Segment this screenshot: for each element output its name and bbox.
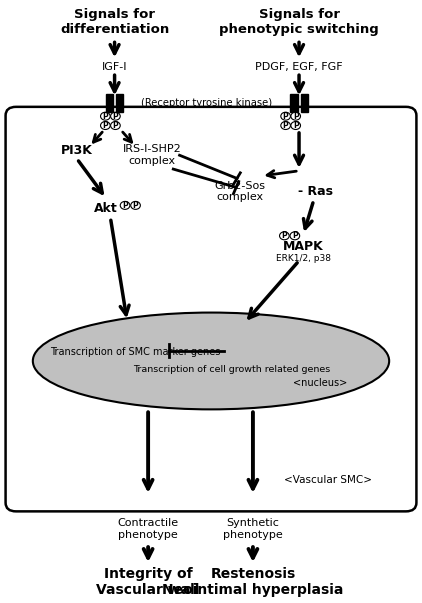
Text: PDGF, EGF, FGF: PDGF, EGF, FGF (255, 62, 343, 72)
Text: P: P (103, 112, 108, 121)
Text: Contractile
phenotype: Contractile phenotype (118, 519, 179, 540)
Circle shape (290, 232, 300, 240)
FancyBboxPatch shape (116, 95, 123, 112)
Text: P: P (281, 232, 287, 241)
Text: Synthetic
phenotype: Synthetic phenotype (223, 519, 283, 540)
Text: Transcription of SMC marker genes: Transcription of SMC marker genes (50, 347, 221, 358)
Text: MAPK: MAPK (283, 241, 324, 253)
Circle shape (111, 122, 120, 130)
Text: ERK1/2, p38: ERK1/2, p38 (276, 254, 331, 264)
Circle shape (281, 112, 290, 120)
FancyBboxPatch shape (106, 95, 113, 112)
Text: Restenosis
Neointimal hyperplasia: Restenosis Neointimal hyperplasia (162, 567, 344, 597)
Circle shape (100, 112, 110, 120)
FancyBboxPatch shape (290, 95, 298, 112)
Circle shape (120, 201, 130, 209)
Text: - Ras: - Ras (298, 185, 333, 198)
Circle shape (100, 122, 110, 130)
FancyBboxPatch shape (300, 95, 308, 112)
Text: P: P (113, 112, 118, 121)
Text: IGF-I: IGF-I (102, 62, 127, 72)
Text: P: P (283, 121, 289, 130)
Text: P: P (293, 121, 298, 130)
Text: P: P (292, 232, 298, 241)
Ellipse shape (33, 312, 389, 409)
Text: P: P (103, 121, 108, 130)
Circle shape (291, 112, 300, 120)
Text: Signals for
phenotypic switching: Signals for phenotypic switching (219, 8, 379, 36)
Circle shape (291, 122, 300, 130)
Text: Integrity of
Vascular wall: Integrity of Vascular wall (97, 567, 200, 597)
Circle shape (279, 232, 289, 240)
Text: P: P (293, 112, 298, 121)
Circle shape (131, 201, 141, 209)
Text: PI3K: PI3K (61, 144, 93, 157)
Text: P: P (283, 112, 289, 121)
Text: P: P (113, 121, 118, 130)
Circle shape (281, 122, 290, 130)
Text: P: P (133, 201, 138, 210)
Text: Signals for
differentiation: Signals for differentiation (60, 8, 169, 36)
Text: Akt: Akt (95, 203, 118, 215)
Text: Grb2-Sos
complex: Grb2-Sos complex (215, 181, 266, 203)
Text: Transcription of cell growth related genes: Transcription of cell growth related gen… (133, 365, 330, 374)
Circle shape (111, 112, 120, 120)
FancyBboxPatch shape (5, 107, 417, 511)
Text: <nucleus>: <nucleus> (293, 379, 347, 388)
Text: (Receptor tyrosine kinase): (Receptor tyrosine kinase) (141, 98, 272, 109)
Text: P: P (122, 201, 128, 210)
Text: <Vascular SMC>: <Vascular SMC> (284, 475, 372, 485)
Text: IRS-I-SHP2
complex: IRS-I-SHP2 complex (123, 145, 182, 166)
